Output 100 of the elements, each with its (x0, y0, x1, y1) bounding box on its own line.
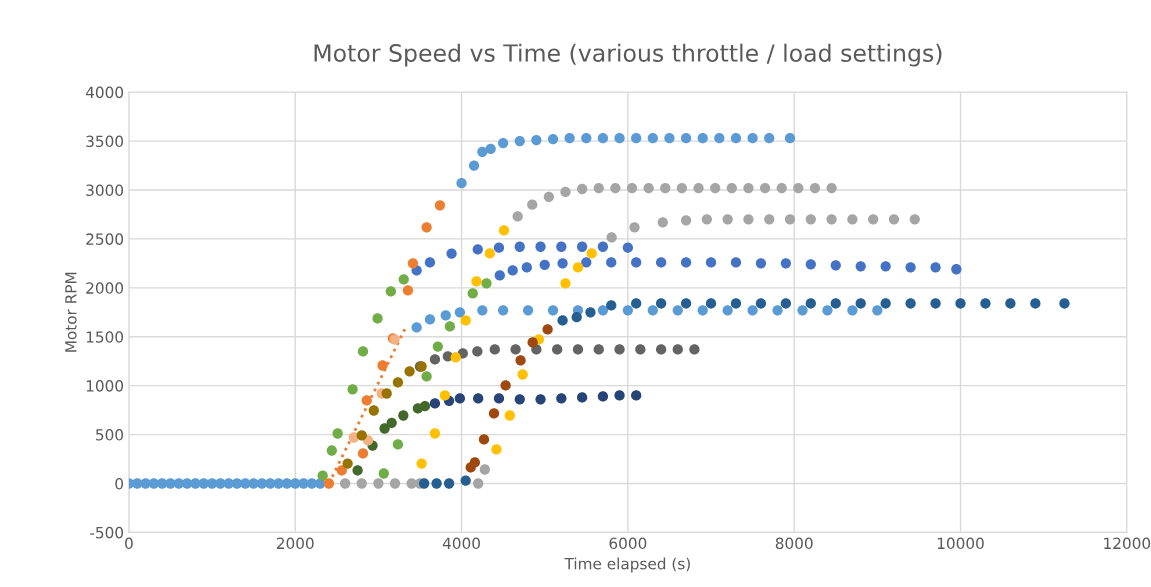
point (614, 390, 625, 401)
point (647, 132, 658, 144)
point (772, 305, 783, 316)
point (776, 182, 787, 194)
point (477, 146, 488, 157)
point (657, 217, 668, 228)
point (542, 324, 553, 335)
point (805, 259, 816, 270)
point (576, 392, 588, 403)
point (471, 276, 482, 287)
point (497, 305, 509, 316)
point (332, 428, 343, 439)
point (398, 410, 409, 421)
point (593, 344, 604, 355)
point (672, 344, 683, 355)
point (440, 310, 451, 321)
point (855, 261, 866, 272)
point (392, 439, 404, 450)
point (368, 405, 379, 416)
point (481, 278, 492, 289)
point (855, 298, 866, 309)
point (521, 262, 532, 273)
point (356, 478, 367, 489)
point (404, 366, 415, 377)
point (576, 241, 588, 252)
point (543, 191, 555, 202)
point (722, 214, 733, 225)
point (539, 259, 550, 270)
y-tick-label: 1000 (86, 380, 124, 392)
point (443, 478, 455, 489)
point (629, 222, 640, 233)
point (157, 478, 168, 489)
point (905, 262, 916, 273)
point (357, 448, 369, 459)
point (326, 445, 337, 456)
point (955, 298, 966, 309)
point (581, 132, 592, 144)
point (498, 225, 510, 236)
point (593, 182, 604, 194)
point (386, 417, 397, 428)
point (680, 215, 692, 226)
point (764, 214, 775, 225)
point (610, 182, 621, 194)
point (880, 261, 891, 272)
point (655, 257, 667, 268)
point (880, 298, 891, 309)
point (847, 214, 858, 225)
point (491, 444, 502, 455)
point (385, 286, 397, 297)
y-tick-label: 500 (96, 429, 124, 441)
point (664, 132, 675, 144)
y-tick-label: 4000 (85, 86, 124, 99)
point (780, 258, 792, 269)
point (450, 352, 461, 363)
point (556, 393, 567, 404)
point (747, 305, 758, 316)
point (434, 200, 446, 211)
point (556, 241, 567, 252)
point (472, 346, 483, 357)
x-axis-title: Time elapsed (s) (564, 557, 690, 573)
point (552, 344, 563, 355)
y-axis-title: Motor RPM (65, 272, 77, 352)
point (614, 132, 625, 144)
y-tick-label: 2500 (86, 233, 124, 245)
point (497, 137, 509, 149)
point (361, 395, 372, 406)
point (323, 478, 335, 489)
point (517, 369, 528, 380)
point (793, 182, 804, 194)
point (784, 214, 796, 225)
point (419, 401, 431, 412)
point (643, 182, 654, 194)
point (755, 258, 767, 269)
point (398, 274, 409, 285)
point (493, 393, 505, 404)
point (676, 182, 688, 194)
y-tick-label: 1500 (86, 331, 124, 343)
point (747, 132, 758, 144)
point (576, 183, 588, 195)
point (909, 214, 920, 225)
point (460, 475, 471, 486)
point (190, 478, 201, 489)
point (697, 305, 708, 316)
point (714, 132, 725, 144)
point (372, 313, 383, 324)
point (597, 305, 609, 316)
point (722, 305, 733, 316)
point (710, 182, 721, 194)
point (888, 214, 900, 225)
point (488, 408, 500, 419)
point (381, 388, 392, 399)
point (373, 478, 384, 489)
point (479, 464, 490, 475)
point (510, 344, 521, 355)
point (606, 257, 617, 268)
point (356, 430, 367, 441)
point (797, 305, 808, 316)
point (132, 478, 143, 489)
point (672, 305, 683, 316)
y-tick-label: 2000 (86, 282, 124, 294)
